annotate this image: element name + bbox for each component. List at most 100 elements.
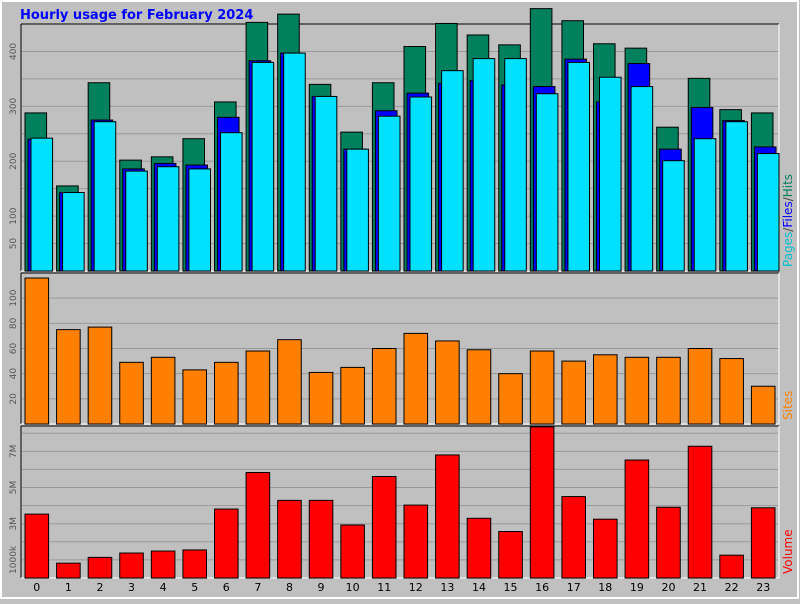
y-axis-label-part: / [781, 196, 795, 201]
bar-sites-5 [182, 369, 208, 425]
x-tick-label: 19 [630, 581, 644, 594]
bar-pages-12 [409, 96, 433, 272]
y-tick-label: 80 [9, 317, 19, 329]
bar-pages-14 [472, 58, 496, 272]
bar-volume-5 [182, 549, 208, 579]
bar-sites-6 [214, 361, 239, 425]
y-tick-label: 400 [9, 43, 19, 60]
bar-pages-13 [441, 70, 464, 272]
x-tick-label: 9 [318, 581, 325, 594]
x-tick-label: 17 [567, 581, 581, 594]
y-tick-label: 20 [9, 393, 19, 405]
bar-sites-4 [150, 356, 176, 425]
bar-sites-2 [87, 326, 113, 425]
bar-sites-12 [403, 332, 429, 425]
bar-volume-20 [656, 506, 681, 579]
bar-pages-7 [251, 61, 275, 272]
bar-pages-16 [535, 93, 559, 272]
x-tick-label: 3 [128, 581, 135, 594]
bar-pages-5 [188, 168, 212, 272]
x-tick-label: 7 [254, 581, 261, 594]
x-tick-label: 22 [725, 581, 739, 594]
bar-pages-4 [156, 166, 180, 272]
bar-pages-18 [599, 76, 622, 272]
bar-sites-11 [371, 348, 397, 425]
bar-volume-12 [403, 504, 429, 579]
x-tick-label: 16 [535, 581, 549, 594]
y-tick-label: 5M [9, 481, 19, 495]
bar-pages-2 [93, 121, 117, 272]
bar-volume-9 [308, 499, 334, 579]
x-tick-label: 6 [223, 581, 230, 594]
bar-pages-0 [30, 137, 54, 272]
bar-volume-11 [371, 475, 397, 579]
y-tick-label: 40 [9, 368, 19, 380]
bar-sites-7 [245, 350, 271, 425]
y-tick-label: 60 [9, 343, 19, 355]
y-tick-label: 200 [9, 152, 19, 169]
bar-pages-23 [756, 153, 780, 272]
bar-sites-18 [593, 354, 618, 425]
x-tick-label: 2 [96, 581, 103, 594]
x-tick-label: 18 [598, 581, 612, 594]
x-tick-label: 8 [286, 581, 293, 594]
bar-sites-1 [56, 329, 81, 425]
y-tick-label: 7M [9, 445, 19, 459]
bar-pages-11 [377, 115, 401, 272]
bar-pages-10 [346, 148, 369, 272]
x-tick-label: 4 [160, 581, 167, 594]
y-tick-label: 100 [9, 207, 19, 224]
bar-volume-13 [435, 454, 460, 579]
bar-volume-17 [561, 496, 587, 579]
plot-area: 50100200300400Pages/Files/Hits2040608010… [9, 8, 795, 594]
bar-volume-14 [466, 517, 492, 579]
y-axis-label: Volume [781, 529, 795, 574]
bar-volume-3 [119, 552, 144, 579]
y-tick-label: 50 [9, 238, 19, 250]
bar-volume-7 [245, 472, 271, 579]
y-axis-label-part: Pages [781, 232, 795, 267]
bar-volume-22 [719, 554, 744, 579]
y-axis-label-part: Volume [781, 529, 795, 574]
bar-volume-18 [593, 518, 618, 579]
y-axis-label: Sites [781, 391, 795, 420]
x-tick-label: 23 [756, 581, 770, 594]
x-tick-label: 0 [33, 581, 40, 594]
bar-pages-20 [662, 160, 685, 272]
chart-title: Hourly usage for February 2024 [20, 8, 253, 23]
y-axis-label-part: Sites [781, 391, 795, 420]
bar-sites-3 [119, 361, 144, 425]
x-tick-label: 11 [377, 581, 391, 594]
bar-sites-16 [529, 350, 555, 425]
bar-pages-15 [504, 58, 527, 272]
bar-pages-1 [62, 192, 85, 272]
bar-sites-9 [308, 371, 334, 425]
bar-sites-19 [624, 356, 650, 425]
y-tick-label: 100 [9, 289, 19, 306]
x-tick-label: 5 [191, 581, 198, 594]
bar-pages-3 [125, 170, 148, 272]
bar-volume-15 [498, 530, 523, 579]
bar-sites-17 [561, 360, 587, 425]
x-tick-label: 21 [693, 581, 707, 594]
y-axis-label-part: Hits [781, 174, 795, 197]
y-axis-label-part: Files [781, 201, 795, 227]
x-tick-label: 12 [409, 581, 423, 594]
bar-volume-16 [529, 426, 555, 579]
bar-volume-19 [624, 459, 650, 579]
bar-sites-10 [340, 366, 365, 425]
x-tick-label: 1 [65, 581, 72, 594]
bar-pages-8 [283, 52, 306, 272]
bar-volume-6 [214, 508, 239, 579]
x-tick-label: 20 [661, 581, 675, 594]
y-tick-label: 3M [9, 517, 19, 531]
x-tick-label: 13 [440, 581, 454, 594]
x-tick-label: 14 [472, 581, 486, 594]
x-tick-label: 10 [346, 581, 360, 594]
bar-pages-6 [220, 132, 243, 272]
bar-volume-2 [87, 556, 113, 579]
bar-volume-10 [340, 524, 365, 579]
bar-sites-15 [498, 373, 523, 425]
